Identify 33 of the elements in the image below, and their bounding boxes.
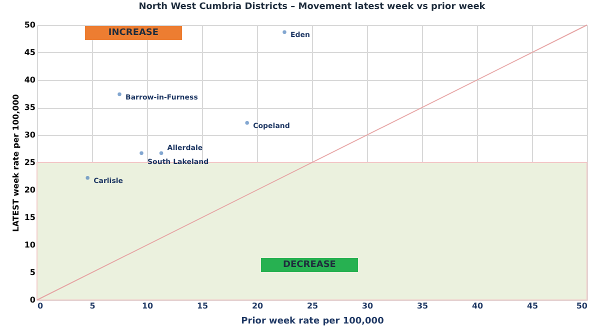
point [86, 176, 90, 180]
x-tick-label: 20 [252, 302, 264, 310]
point [245, 121, 249, 125]
x-tick-label: 10 [142, 302, 154, 310]
y-tick-label: 20 [24, 186, 36, 194]
point [140, 151, 144, 156]
label-box: DECREASE [261, 258, 358, 272]
x-tick-label: 30 [362, 302, 374, 310]
y-tick-label: 50 [24, 20, 36, 30]
label-box: INCREASE [85, 26, 182, 40]
y-tick-label: 25 [24, 158, 36, 167]
y-tick-label: 5 [30, 268, 36, 277]
y-tick-label: 30 [24, 130, 36, 140]
y-tick-label: 40 [24, 76, 36, 84]
x-tick-label: 40 [472, 302, 484, 310]
x-tick-label: 15 [196, 302, 208, 310]
point [118, 92, 122, 96]
x-tick-label: 5 [90, 302, 96, 310]
x-tick-label: 0 [38, 302, 44, 310]
x-tick-label: 45 [526, 302, 538, 310]
y-tick-label: 35 [24, 103, 36, 112]
chart-title: North West Cumbria Districts – Movement latest week vs prior week [138, 2, 486, 12]
point [159, 151, 164, 156]
y-tick-label: 0 [30, 296, 36, 304]
x-tick-label: 25 [306, 302, 318, 310]
y-tick-label: 10 [24, 240, 36, 250]
y-tick-label: 15 [24, 213, 36, 222]
point [282, 30, 286, 34]
y-axis-title: LATEST week rate per 100,000 [11, 94, 20, 232]
y-tick-label: 45 [24, 48, 36, 57]
x-tick-label: 35 [416, 302, 428, 310]
x-axis-title: Prior week rate per 100,000 [241, 316, 384, 326]
x-tick-label: 50 [576, 302, 588, 310]
